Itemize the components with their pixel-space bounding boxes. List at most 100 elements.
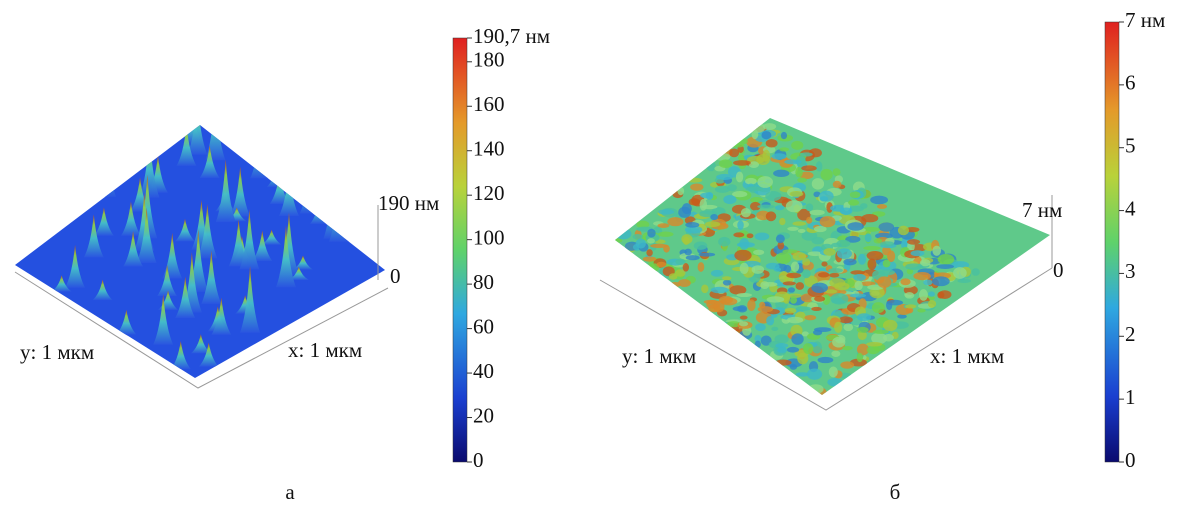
texture-blob [739, 315, 748, 320]
texture-blob [642, 256, 657, 262]
peak [275, 225, 296, 288]
texture-blob [795, 166, 803, 178]
texture-blob [778, 271, 789, 284]
peak [93, 207, 114, 236]
texture-blob [830, 293, 849, 305]
colorbar-max-label: 7 нм [1125, 8, 1165, 32]
texture-blob [761, 131, 772, 140]
texture-blob [762, 281, 778, 287]
peak [266, 164, 287, 188]
texture-blob [771, 153, 787, 160]
texture-blob [957, 278, 971, 284]
texture-blob [919, 259, 931, 267]
texture-blob [732, 191, 748, 198]
texture-blob [740, 207, 751, 218]
texture-blob [882, 319, 898, 332]
texture-blob [792, 252, 807, 261]
texture-blob [757, 306, 773, 313]
texture-blob [697, 262, 705, 272]
texture-blob [726, 321, 741, 328]
texture-blob [811, 178, 825, 190]
texture-blob [777, 241, 785, 250]
texture-blob [737, 305, 748, 313]
texture-blob [822, 294, 831, 306]
texture-blob [775, 234, 785, 244]
texture-blob [931, 276, 950, 287]
texture-blob [699, 198, 708, 211]
texture-blob [797, 177, 807, 183]
panel-a: 190 нм 0 y: 1 мкм x: 1 мкм а 190,7 нм 0 20… [14, 24, 550, 504]
base-axes [14, 271, 389, 389]
texture-blob [751, 265, 765, 274]
peak [252, 230, 273, 262]
texture-blob [754, 334, 762, 343]
colorbar-tick-label: 0 [1125, 448, 1136, 472]
peak [153, 294, 174, 345]
texture-blob [829, 273, 840, 278]
texture-blob [750, 201, 761, 211]
peak [323, 172, 344, 239]
texture-blob [854, 280, 863, 291]
texture-blob [675, 269, 686, 277]
texture [615, 122, 980, 395]
colorbar-tick-label: 160 [473, 92, 505, 116]
peak [170, 341, 191, 370]
texture-blob [754, 340, 761, 348]
peak [197, 203, 218, 259]
peak [157, 264, 178, 297]
texture-blob [856, 326, 869, 333]
texture-blob [910, 250, 925, 257]
peak [205, 125, 226, 161]
texture-blob [675, 258, 686, 265]
texture-blob [797, 352, 809, 365]
peak [292, 255, 313, 270]
texture-blob [786, 293, 802, 299]
texture-blob [814, 295, 826, 302]
texture-blob [928, 291, 935, 297]
texture-blob [787, 226, 799, 231]
texture-blob [729, 148, 740, 158]
texture-blob [849, 293, 867, 298]
texture-blob [718, 295, 733, 304]
texture-blob [937, 254, 955, 265]
caption: а [285, 480, 295, 504]
texture-blob [656, 261, 667, 268]
texture-blob [774, 205, 785, 211]
texture-blob [843, 258, 857, 266]
texture-blob [863, 245, 881, 251]
texture-blob [839, 207, 853, 215]
texture-blob [856, 352, 864, 363]
texture-blob [834, 282, 850, 291]
texture-blob [721, 276, 732, 281]
texture-blob [795, 372, 810, 377]
texture-blob [905, 263, 923, 270]
texture-blob [847, 222, 864, 231]
base-axes [599, 267, 1053, 411]
texture-blob [805, 203, 814, 212]
texture-blob [677, 186, 685, 196]
peak [96, 134, 117, 197]
texture-blob [834, 321, 843, 333]
texture-blob [682, 236, 690, 246]
texture-blob [911, 244, 927, 252]
peak [199, 145, 220, 179]
texture-blob [817, 356, 834, 364]
axis-y-label: y: 1 мкм [20, 340, 94, 364]
peak [65, 244, 86, 288]
texture-blob [866, 250, 884, 261]
z-top-label: 190 нм [378, 191, 439, 215]
texture-blob [784, 307, 797, 314]
texture-blob [866, 342, 883, 347]
texture-blob [867, 258, 877, 270]
texture-blob [804, 315, 817, 321]
axis-x-label: x: 1 мкм [930, 344, 1004, 368]
texture-blob [791, 333, 804, 345]
axis-x-label: x: 1 мкм [288, 338, 362, 362]
texture-blob [806, 368, 823, 380]
texture-blob [754, 232, 770, 241]
texture-blob [733, 232, 745, 238]
texture-blob [785, 200, 803, 213]
texture-blob [727, 184, 737, 192]
texture-blob [871, 302, 885, 314]
